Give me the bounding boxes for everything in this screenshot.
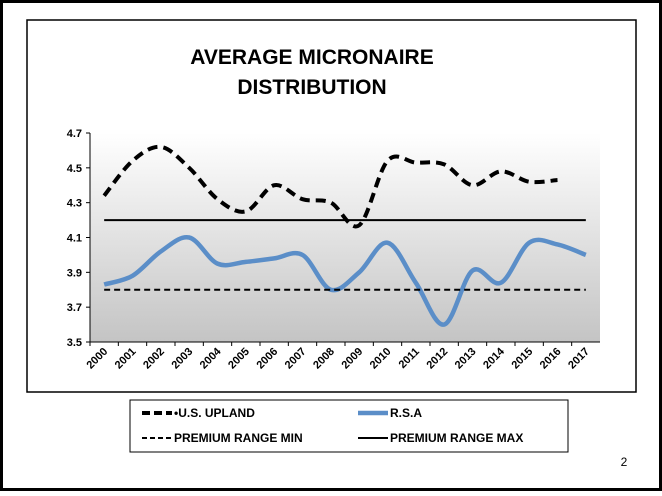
chart-title: DISTRIBUTION bbox=[237, 76, 386, 99]
y-tick-label: 4.1 bbox=[67, 233, 82, 245]
y-tick-label: 4.5 bbox=[67, 163, 82, 175]
y-tick-label: 3.7 bbox=[67, 302, 82, 314]
legend-label: •U.S. UPLAND bbox=[174, 406, 255, 420]
legend-label: R.S.A bbox=[390, 406, 422, 420]
legend-box bbox=[129, 399, 569, 453]
legend-label: PREMIUM RANGE MAX bbox=[390, 431, 523, 445]
y-tick-label: 4.7 bbox=[67, 128, 82, 140]
slide-number: 2 bbox=[621, 455, 628, 469]
plot-area bbox=[90, 133, 600, 342]
legend-label: PREMIUM RANGE MIN bbox=[174, 431, 303, 445]
series-line bbox=[103, 235, 587, 327]
chart-frame bbox=[26, 19, 637, 393]
y-tick-label: 4.3 bbox=[67, 198, 82, 210]
chart-title: AVERAGE MICRONAIRE bbox=[190, 46, 433, 69]
y-tick-label: 3.5 bbox=[67, 337, 82, 349]
y-tick-label: 3.9 bbox=[67, 267, 82, 279]
series-line bbox=[102, 144, 558, 229]
